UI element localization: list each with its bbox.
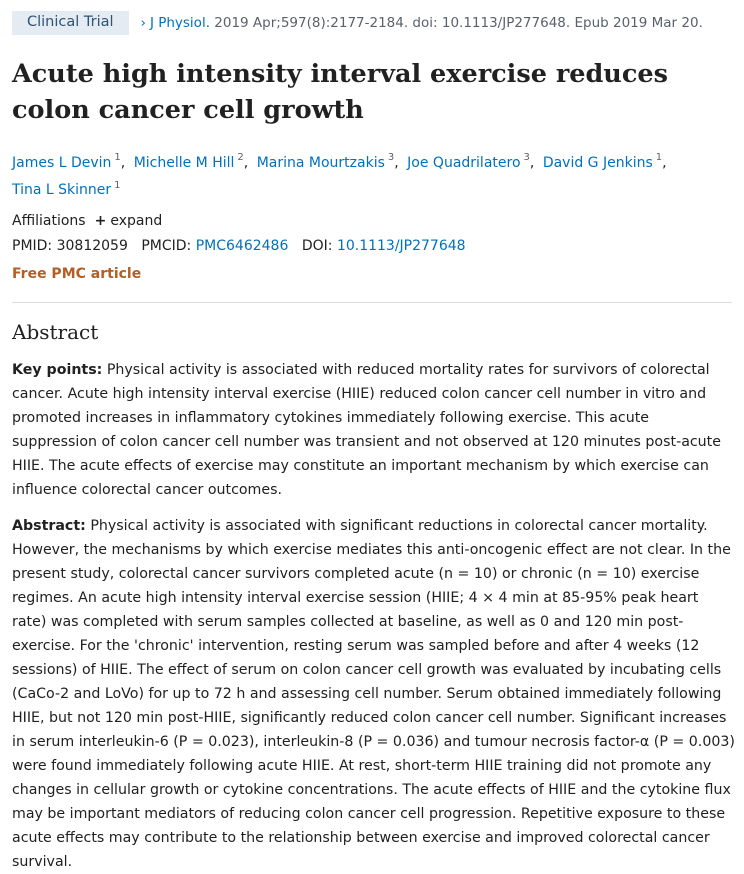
affiliation-ref[interactable]: 1 — [655, 152, 663, 163]
author-item: David G Jenkins 1, — [542, 152, 667, 171]
pmid-label: PMID: — [12, 238, 53, 254]
author-item: James L Devin 1, — [12, 152, 126, 171]
article-title: Acute high intensity interval exercise r… — [12, 59, 668, 125]
expand-label: expand — [110, 213, 163, 229]
author-item: Marina Mourtzakis 3, — [256, 152, 399, 171]
pmcid-link[interactable]: PMC6462486 — [195, 238, 289, 254]
pmcid-label: PMCID: — [141, 238, 192, 254]
identifiers-row: PMID: 30812059 PMCID: PMC6462486 DOI: 10… — [12, 236, 466, 256]
key-points-paragraph: Key points: Physical activity is associa… — [12, 358, 736, 502]
pmid-value: 30812059 — [56, 238, 128, 254]
abstract-text: Physical activity is associated with sig… — [12, 518, 735, 870]
affiliation-ref[interactable]: 3 — [387, 152, 395, 163]
key-points-label: Key points: — [12, 362, 103, 378]
free-pmc-label: Free PMC article — [12, 266, 142, 282]
abstract-heading: Abstract — [12, 320, 99, 344]
abstract-paragraph: Abstract: Physical activity is associate… — [12, 514, 736, 874]
citation-details: 2019 Apr;597(8):2177-2184. doi: 10.1113/… — [209, 15, 703, 31]
journal-link[interactable]: J Physiol. — [149, 15, 210, 31]
plus-icon: + — [94, 213, 107, 229]
author-link[interactable]: Joe Quadrilatero — [407, 154, 521, 171]
affiliation-ref[interactable]: 1 — [114, 152, 121, 163]
affiliations-label: Affiliations — [12, 213, 86, 229]
citation-header: Clinical Trial › J Physiol. 2019 Apr;597(… — [12, 11, 736, 35]
affiliation-ref[interactable]: 3 — [523, 152, 530, 163]
section-divider — [12, 302, 732, 303]
affiliation-ref[interactable]: 2 — [237, 152, 244, 163]
author-link[interactable]: Michelle M Hill — [133, 154, 235, 171]
author-link[interactable]: Tina L Skinner — [12, 182, 112, 199]
author-list: James L Devin 1, Michelle M Hill 2, Marina… — [12, 147, 732, 202]
affiliation-ref[interactable]: 1 — [114, 179, 121, 191]
citation-line: › J Physiol. 2019 Apr;597(8):2177-2184. d… — [141, 15, 703, 31]
doi-label: DOI: — [301, 238, 333, 254]
abstract-label: Abstract: — [12, 518, 86, 534]
affiliations-toggle[interactable]: Affiliations + expand — [12, 211, 162, 231]
author-link[interactable]: Marina Mourtzakis — [256, 154, 385, 171]
author-item: Michelle M Hill 2, — [133, 152, 249, 171]
author-link[interactable]: David G Jenkins — [542, 154, 653, 171]
chevron-right-icon: › — [140, 15, 146, 31]
key-points-text: Physical activity is associated with red… — [12, 362, 721, 498]
author-item: Joe Quadrilatero 3, — [407, 152, 535, 171]
author-item: Tina L Skinner 1 — [12, 179, 121, 199]
article-type-badge: Clinical Trial — [12, 11, 129, 35]
doi-link[interactable]: 10.1113/JP277648 — [336, 238, 466, 254]
author-link[interactable]: James L Devin — [12, 154, 112, 171]
